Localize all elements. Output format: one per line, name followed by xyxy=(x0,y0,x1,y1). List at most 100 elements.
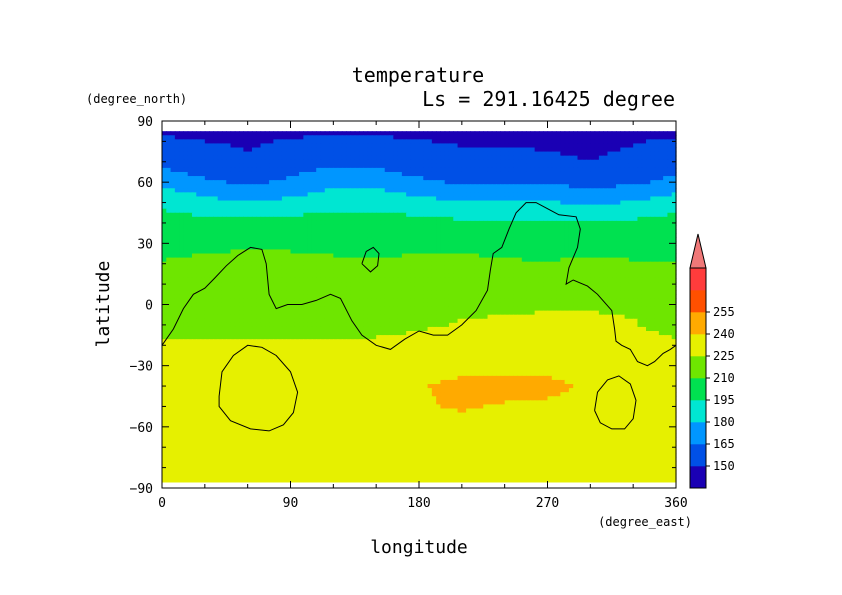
field-cell xyxy=(393,249,399,255)
field-cell xyxy=(474,229,480,234)
field-cell xyxy=(534,135,540,140)
field-cell xyxy=(419,204,424,210)
field-cell xyxy=(277,245,283,251)
field-cell xyxy=(350,261,356,267)
field-cell xyxy=(419,167,424,173)
field-cell xyxy=(260,233,266,238)
field-cell xyxy=(401,233,407,238)
field-cell xyxy=(628,233,634,238)
field-cell xyxy=(200,159,206,165)
field-cell xyxy=(513,192,519,198)
field-cell xyxy=(256,233,262,238)
field-cell xyxy=(483,208,489,214)
field-cell xyxy=(560,155,566,161)
field-cell xyxy=(333,135,339,140)
field-cell xyxy=(624,135,630,140)
field-cell xyxy=(594,257,600,263)
field-cell xyxy=(204,273,210,279)
field-cell xyxy=(380,253,386,259)
field-cell xyxy=(307,224,313,230)
field-cell xyxy=(179,298,185,304)
field-cell xyxy=(269,286,274,291)
field-cell xyxy=(573,188,579,193)
field-cell xyxy=(453,286,459,291)
field-cell xyxy=(174,163,180,169)
field-cell xyxy=(641,212,647,218)
field-cell xyxy=(269,155,274,161)
field-cell xyxy=(457,224,463,230)
field-cell xyxy=(406,204,412,210)
field-cell xyxy=(209,180,214,185)
field-cell xyxy=(166,257,172,263)
field-cell xyxy=(256,155,262,161)
field-cell xyxy=(170,277,176,283)
field-cell xyxy=(166,131,172,136)
field-cell xyxy=(628,237,634,242)
field-cell xyxy=(671,208,677,214)
field-cell xyxy=(174,237,180,242)
field-cell xyxy=(646,204,651,210)
field-cell xyxy=(573,192,579,198)
field-cell xyxy=(260,294,266,299)
field-cell xyxy=(307,233,313,238)
field-cell xyxy=(406,131,412,136)
field-cell xyxy=(598,196,604,202)
field-cell xyxy=(410,139,416,145)
field-cell xyxy=(521,204,527,210)
field-cell xyxy=(354,196,360,202)
field-cell xyxy=(234,212,240,218)
field-cell xyxy=(573,131,579,136)
field-cell xyxy=(594,200,600,206)
field-cell xyxy=(406,139,412,145)
field-cell xyxy=(243,298,249,304)
field-cell xyxy=(376,208,382,214)
field-cell xyxy=(491,135,497,140)
field-cell xyxy=(556,269,561,275)
field-cell xyxy=(329,147,334,153)
field-cell xyxy=(461,233,467,238)
field-cell xyxy=(496,269,501,275)
field-cell xyxy=(341,155,347,161)
field-cell xyxy=(526,204,531,210)
field-cell xyxy=(397,184,403,189)
field-cell xyxy=(436,204,442,210)
field-cell xyxy=(333,163,339,169)
field-cell xyxy=(384,277,390,283)
field-cell xyxy=(637,245,643,251)
field-cell xyxy=(577,233,583,238)
field-cell xyxy=(478,167,484,173)
field-cell xyxy=(264,184,270,189)
field-cell xyxy=(371,135,377,140)
field-cell xyxy=(470,249,476,255)
field-cell xyxy=(444,237,450,242)
field-cell xyxy=(179,265,185,271)
field-cell xyxy=(453,167,459,173)
field-cell xyxy=(354,233,360,238)
field-cell xyxy=(496,135,501,140)
field-cell xyxy=(483,151,489,157)
field-cell xyxy=(564,208,570,214)
field-cell xyxy=(551,249,557,255)
field-cell xyxy=(431,290,437,295)
field-cell xyxy=(560,253,566,259)
field-cell xyxy=(470,196,476,202)
field-cell xyxy=(187,176,193,181)
field-cell xyxy=(196,237,202,242)
field-cell xyxy=(594,216,600,222)
field-cell xyxy=(359,220,364,226)
field-cell xyxy=(299,155,304,161)
field-cell xyxy=(401,286,407,291)
field-cell xyxy=(620,188,626,193)
field-cell xyxy=(290,233,296,238)
field-cell xyxy=(213,249,219,255)
field-cell xyxy=(393,216,399,222)
field-cell xyxy=(598,277,604,283)
field-cell xyxy=(213,192,219,198)
field-cell xyxy=(641,208,647,214)
field-cell xyxy=(573,208,579,214)
field-cell xyxy=(213,229,219,234)
field-cell xyxy=(500,143,506,149)
field-cell xyxy=(341,167,347,173)
field-cell xyxy=(281,147,287,153)
field-cell xyxy=(234,196,240,202)
